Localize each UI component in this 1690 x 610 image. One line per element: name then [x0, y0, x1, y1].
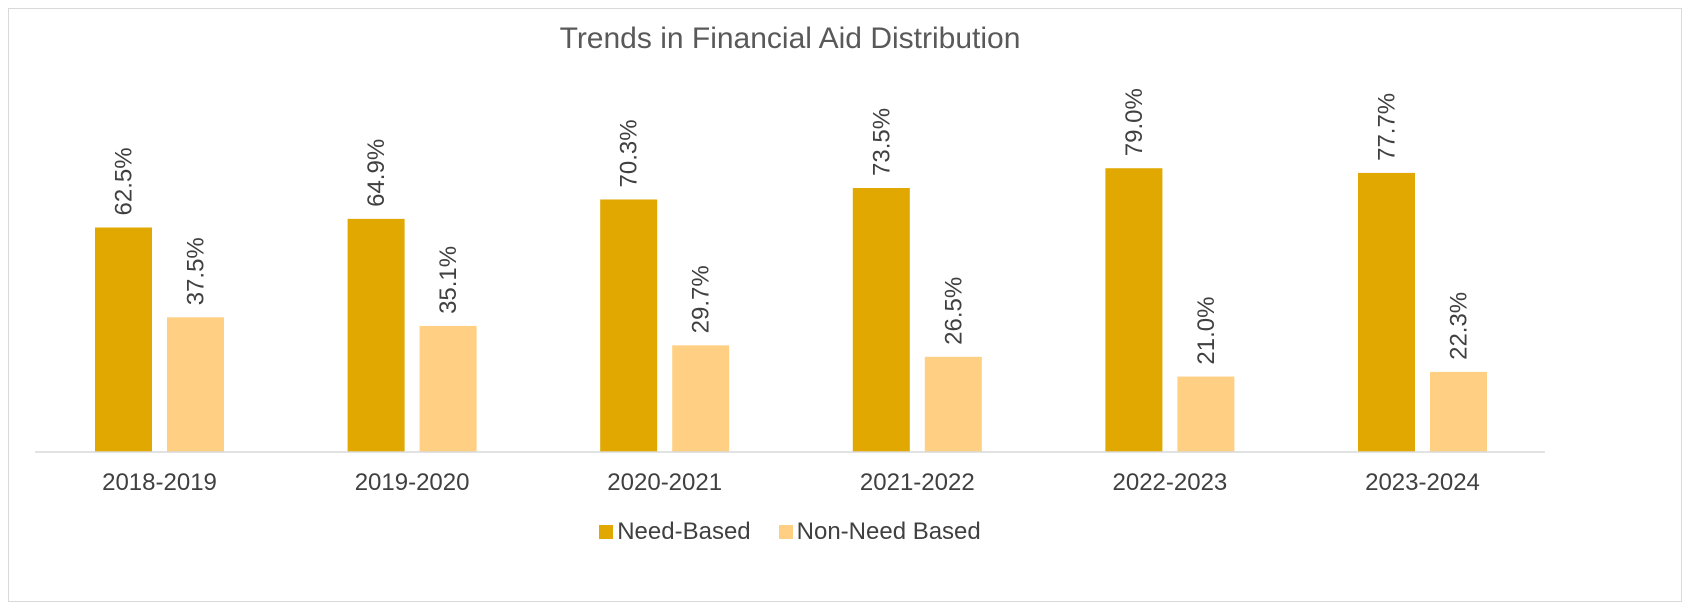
bar-need-based-2018-2019	[95, 227, 152, 452]
data-label-need-based-2018-2019: 62.5%	[111, 147, 138, 215]
bar-non-need-based-2020-2021	[672, 345, 730, 452]
x-tick-label-2022-2023: 2022-2023	[1113, 469, 1228, 496]
x-tick-label-2020-2021: 2020-2021	[607, 469, 722, 496]
data-label-non-need-based-2022-2023: 21.0%	[1193, 297, 1220, 365]
legend-swatch-non-need-based	[778, 525, 793, 539]
bar-need-based-2022-2023	[1105, 168, 1163, 452]
x-tick-label-2018-2019: 2018-2019	[102, 469, 217, 496]
bar-non-need-based-2023-2024	[1430, 371, 1487, 452]
data-label-non-need-based-2021-2022: 26.5%	[940, 277, 967, 345]
x-tick-label-2023-2024: 2023-2024	[1365, 469, 1480, 496]
bar-non-need-based-2019-2020	[419, 325, 477, 452]
data-label-need-based-2021-2022: 73.5%	[868, 108, 895, 176]
data-label-need-based-2022-2023: 79.0%	[1121, 88, 1148, 156]
bar-need-based-2019-2020	[347, 218, 405, 452]
legend-item-non-need-based[interactable]: Non-Need Based	[778, 518, 981, 546]
data-label-need-based-2023-2024: 77.7%	[1374, 93, 1401, 161]
data-label-non-need-based-2023-2024: 22.3%	[1446, 292, 1473, 360]
legend: Need-Based Non-Need Based	[0, 518, 1580, 546]
bar-need-based-2021-2022	[852, 187, 910, 452]
data-label-need-based-2019-2020: 64.9%	[363, 139, 390, 207]
bar-need-based-2023-2024	[1358, 172, 1415, 452]
bar-non-need-based-2018-2019	[167, 317, 224, 452]
chart-title: Trends in Financial Aid Distribution	[559, 22, 1021, 55]
data-label-non-need-based-2020-2021: 29.7%	[688, 265, 715, 333]
data-label-need-based-2020-2021: 70.3%	[616, 119, 643, 187]
data-label-non-need-based-2018-2019: 37.5%	[183, 237, 210, 305]
legend-item-need-based[interactable]: Need-Based	[599, 518, 751, 546]
legend-label-need-based: Need-Based	[617, 518, 751, 545]
labels-layer: 62.5% 37.5% 2018-2019 64.9% 35.1% 2019-2020 70…	[102, 88, 1480, 496]
legend-swatch-need-based	[599, 525, 614, 539]
x-tick-label-2019-2020: 2019-2020	[355, 469, 470, 496]
bars-layer	[95, 168, 1487, 452]
data-label-non-need-based-2019-2020: 35.1%	[435, 246, 462, 314]
bar-non-need-based-2022-2023	[1177, 376, 1235, 452]
x-tick-label-2021-2022: 2021-2022	[860, 469, 975, 496]
legend-label-non-need-based: Non-Need Based	[796, 518, 981, 545]
bar-non-need-based-2021-2022	[924, 356, 982, 452]
bar-need-based-2020-2021	[600, 199, 658, 452]
